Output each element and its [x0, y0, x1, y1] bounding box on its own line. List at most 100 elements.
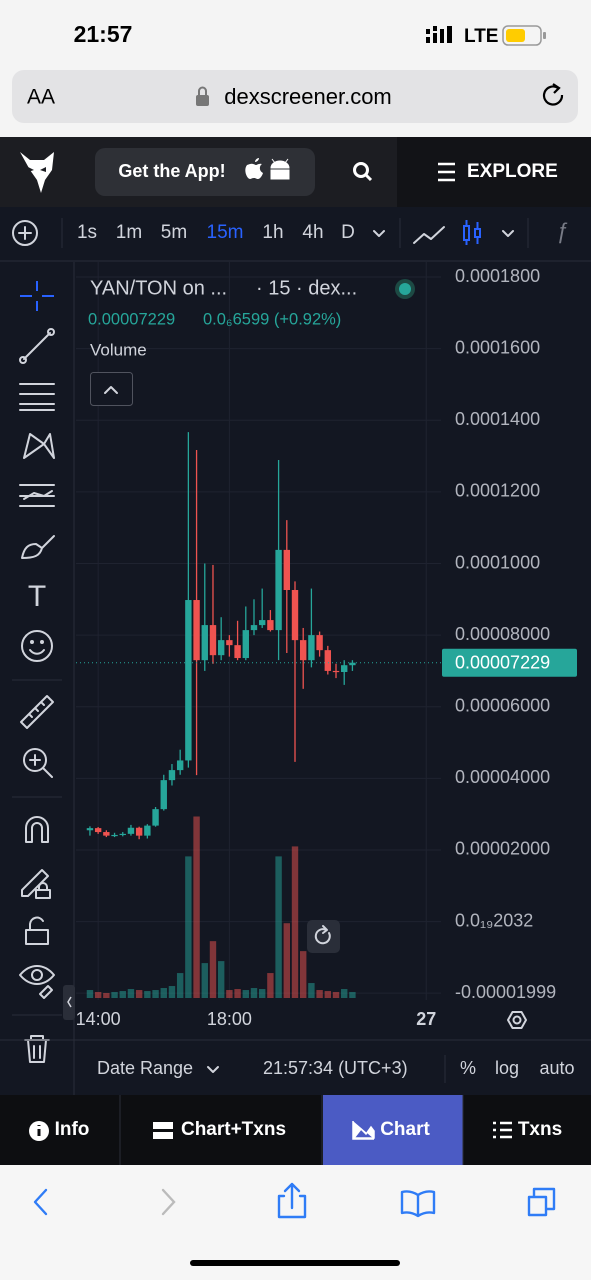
text-size-button[interactable]: AA	[27, 86, 55, 109]
explore-label[interactable]: EXPLORE	[467, 161, 558, 182]
get-app-label[interactable]: Get the App!	[118, 161, 225, 181]
magnet-tool[interactable]	[25, 816, 49, 843]
interval-button[interactable]: 5m	[161, 222, 187, 243]
search-button[interactable]	[353, 162, 373, 182]
trend-line-tool[interactable]	[19, 328, 55, 364]
zoom-tool[interactable]	[23, 748, 47, 772]
tab-label[interactable]: Info	[55, 1119, 90, 1140]
logo[interactable]	[20, 152, 54, 193]
reset-chart-button[interactable]	[307, 920, 340, 953]
indicators-button[interactable]: ƒ	[556, 218, 568, 243]
url-bar[interactable]: AA dexscreener.com	[12, 70, 578, 123]
interval-button[interactable]: 4h	[302, 222, 323, 243]
trend-line-tool[interactable]	[23, 332, 51, 360]
emoji-tool[interactable]	[40, 640, 44, 644]
auto-toggle[interactable]: auto	[539, 1058, 574, 1078]
emoji-tool[interactable]	[29, 649, 45, 655]
percent-toggle[interactable]: %	[460, 1058, 476, 1078]
network-label: LTE	[464, 26, 498, 47]
url-bar[interactable]	[12, 70, 578, 123]
candle-style-button[interactable]	[463, 220, 481, 245]
interval-menu[interactable]	[373, 230, 385, 237]
get-app-button[interactable]	[95, 148, 315, 196]
crosshair-tool[interactable]	[20, 281, 54, 311]
share-button[interactable]	[277, 1182, 307, 1219]
search-button[interactable]	[364, 173, 373, 182]
candle-body	[242, 630, 249, 659]
candles	[76, 432, 441, 840]
explore-button[interactable]: EXPLORE	[438, 161, 558, 182]
explore-area	[397, 137, 591, 207]
reset-chart-button[interactable]	[314, 925, 331, 945]
get-app-button[interactable]	[270, 158, 290, 180]
candle-body	[111, 834, 118, 837]
zoom-tool[interactable]	[23, 748, 53, 778]
search-button[interactable]	[353, 162, 369, 178]
emoji-tool[interactable]	[21, 630, 53, 662]
pattern-tool[interactable]	[23, 433, 55, 459]
logo[interactable]	[20, 152, 54, 193]
candle-body	[160, 780, 167, 810]
axis-settings-button[interactable]	[507, 1011, 527, 1029]
tab-label[interactable]: Chart	[380, 1119, 430, 1140]
reload-button[interactable]	[542, 85, 564, 106]
trend-line-tool[interactable]	[47, 328, 55, 336]
reset-chart-button[interactable]	[307, 920, 340, 953]
interval-button[interactable]: 1h	[262, 222, 283, 243]
url-text[interactable]: dexscreener.com	[224, 84, 392, 109]
emoji-tool[interactable]	[21, 630, 53, 662]
forward-button[interactable]	[161, 1188, 176, 1216]
add-symbol-button[interactable]	[18, 226, 32, 240]
axis-settings-button[interactable]	[507, 1011, 527, 1029]
volume-bar	[209, 941, 217, 998]
axis-settings-button[interactable]	[512, 1015, 522, 1025]
collapse-legend-button[interactable]	[104, 386, 118, 394]
emoji-tool[interactable]	[30, 640, 34, 644]
reload-button[interactable]	[552, 83, 561, 94]
date-range-menu[interactable]	[207, 1066, 219, 1073]
interval-button[interactable]: 15m	[207, 222, 244, 243]
interval-button[interactable]: 1m	[116, 222, 142, 243]
ruler-tool[interactable]	[20, 695, 54, 729]
text-tool[interactable]: T	[28, 580, 46, 613]
chart-type-menu[interactable]	[502, 230, 514, 237]
chart-txns-icon[interactable]	[153, 1122, 173, 1139]
tabs-button[interactable]	[527, 1187, 556, 1217]
fibonacci-tool[interactable]	[19, 484, 55, 507]
symbol-title[interactable]: YAN/TON on ...	[90, 277, 227, 299]
txns-icon[interactable]	[493, 1121, 512, 1139]
collapse-tools-button[interactable]	[67, 996, 72, 1008]
add-symbol-button[interactable]	[12, 220, 38, 246]
log-toggle[interactable]: log	[495, 1058, 519, 1078]
candle-body	[250, 625, 258, 631]
explore-button[interactable]	[438, 162, 455, 182]
collapse-legend-button[interactable]	[90, 372, 133, 406]
get-app-button[interactable]	[245, 158, 263, 179]
volume-bar	[275, 856, 282, 998]
chart-icon[interactable]	[352, 1121, 375, 1140]
visibility-tool[interactable]	[19, 965, 55, 999]
lock-drawings-tool[interactable]	[21, 869, 51, 899]
interval-button[interactable]: D	[341, 222, 355, 243]
signal-icon	[433, 33, 437, 43]
tab-label[interactable]: Chart+Txns	[181, 1119, 286, 1140]
interval-button[interactable]: 1s	[77, 222, 97, 243]
crosshair-tool[interactable]	[20, 281, 54, 311]
reload-button[interactable]	[542, 83, 564, 106]
tab-label[interactable]: Txns	[518, 1119, 562, 1140]
collapse-tools-button[interactable]	[63, 985, 75, 1020]
line-style-button[interactable]	[413, 226, 445, 244]
bookmarks-button[interactable]	[400, 1190, 436, 1218]
get-app-button[interactable]: Get the App!	[95, 148, 315, 196]
zoom-tool[interactable]	[29, 754, 53, 778]
unlock-tool[interactable]	[25, 916, 49, 945]
collapse-legend-button[interactable]	[90, 372, 133, 406]
brush-tool[interactable]	[21, 535, 55, 559]
horizontal-lines-tool[interactable]	[19, 383, 55, 411]
add-symbol-button[interactable]	[12, 220, 38, 246]
logo[interactable]	[28, 167, 46, 172]
trend-line-tool[interactable]	[19, 356, 27, 364]
back-button[interactable]	[33, 1188, 48, 1216]
date-range-button[interactable]: Date Range	[97, 1058, 193, 1078]
